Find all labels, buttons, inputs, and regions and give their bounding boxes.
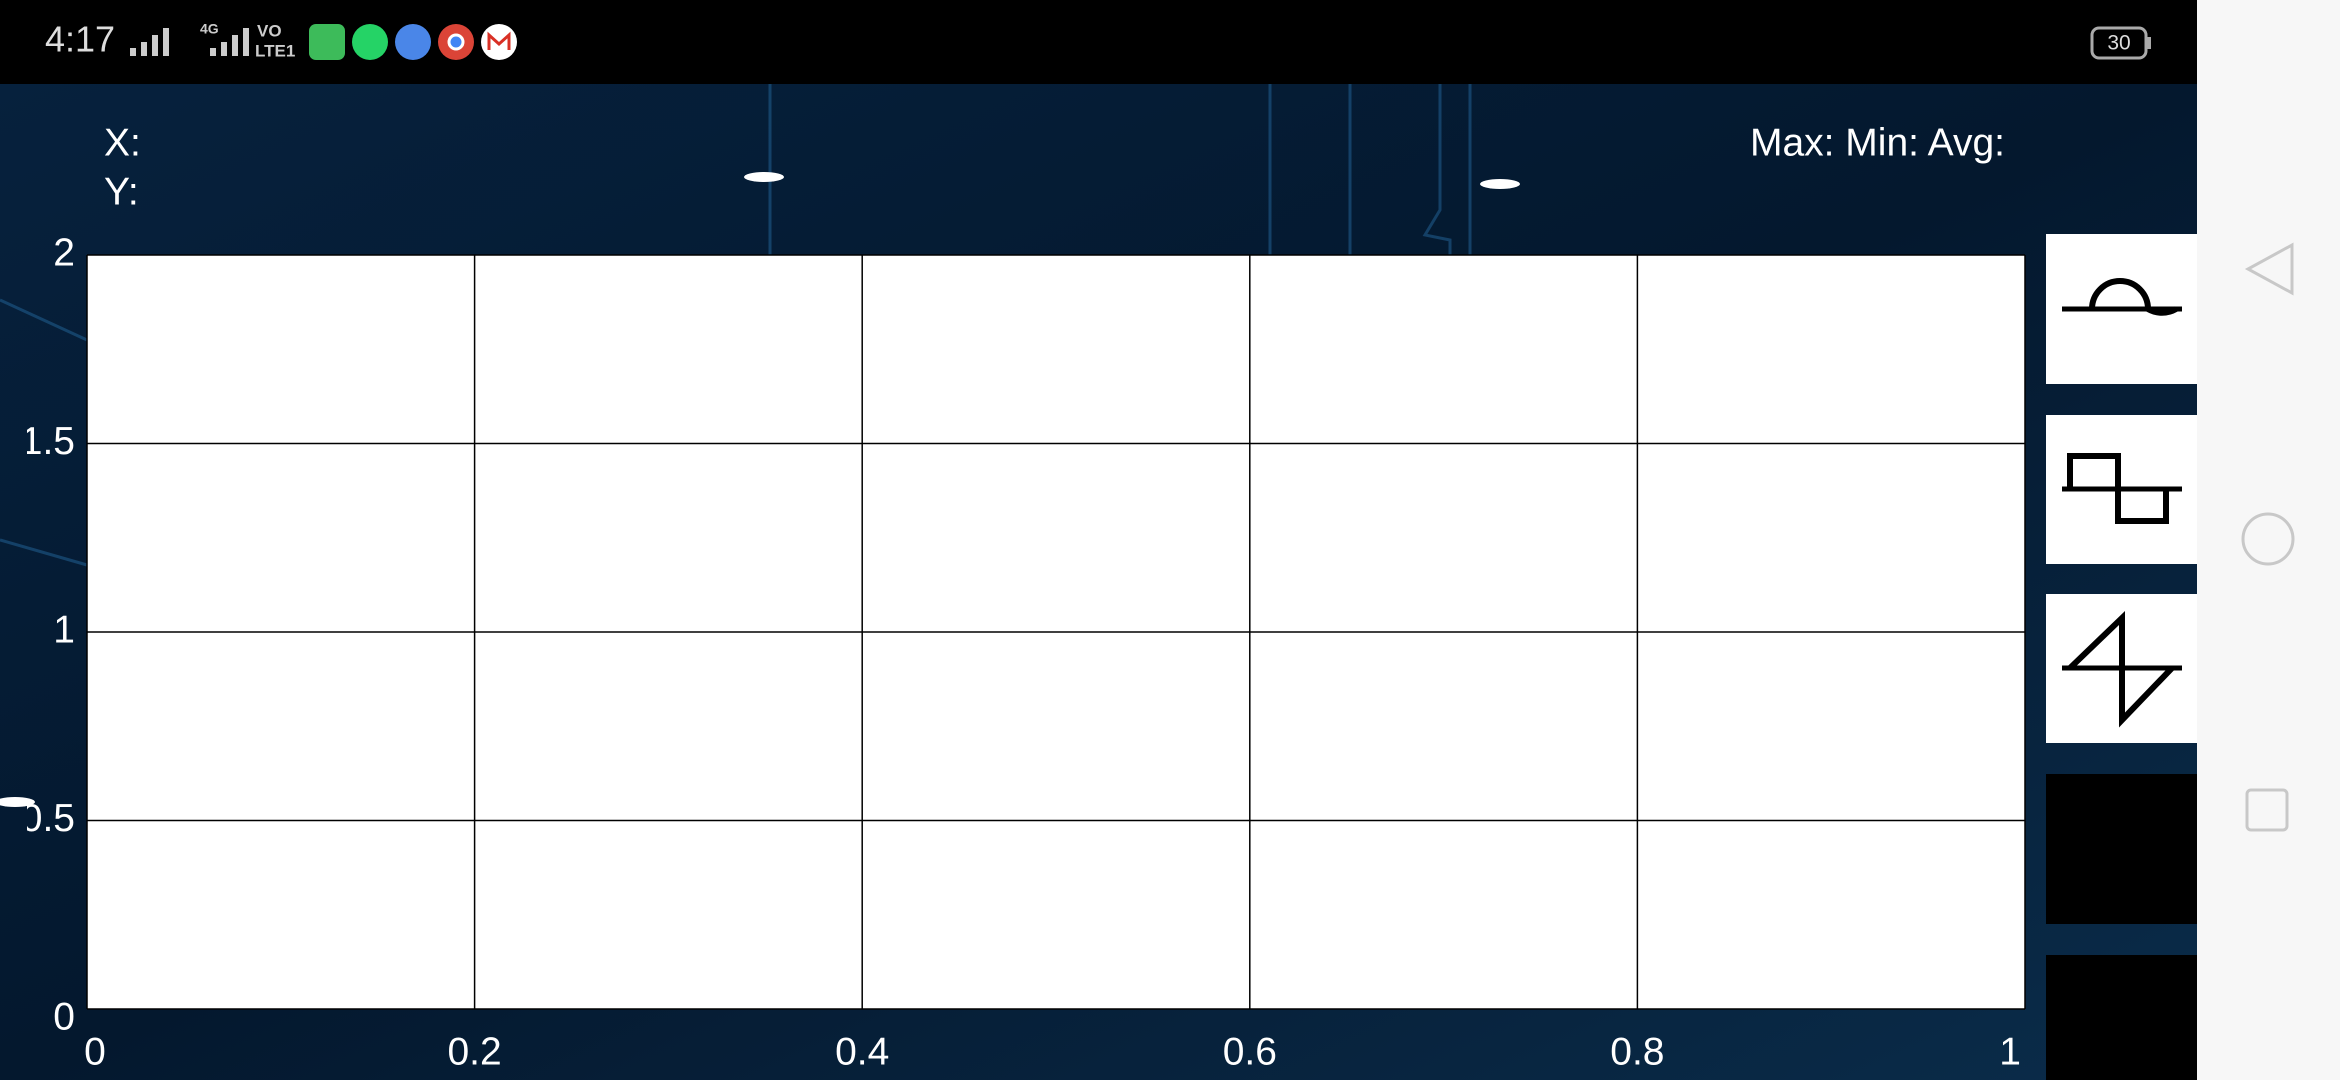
x-tick-label: 0.4 xyxy=(835,1030,889,1073)
y-tick-label: 1 xyxy=(53,608,75,651)
x-tick-label: 0 xyxy=(84,1030,106,1073)
x-tick-label: 0.8 xyxy=(1610,1030,1664,1073)
square-button[interactable] xyxy=(2046,415,2197,564)
glow-dot xyxy=(0,797,35,807)
y-tick-label: 2 xyxy=(53,231,75,274)
gpay-icon xyxy=(395,24,431,60)
stats-readout: Max: Min: Avg: xyxy=(1750,121,2005,164)
y-readout: Y: xyxy=(104,170,139,213)
y-tick-label: 0 xyxy=(53,995,75,1038)
battery-icon xyxy=(2090,26,2148,60)
volte-top: VO xyxy=(257,21,282,40)
grid xyxy=(86,254,2026,1010)
sine-icon xyxy=(2089,278,2178,316)
volte-bottom: LTE1 xyxy=(255,41,295,60)
glow-dot xyxy=(744,172,784,182)
battery-tip xyxy=(2147,37,2151,49)
y-tick-labels: 0 0.5 1 1.5 2 xyxy=(21,231,75,1038)
home-button[interactable] xyxy=(2241,512,2295,566)
signal-icon xyxy=(130,28,249,56)
x-readout: X: xyxy=(104,121,141,164)
gmail-m xyxy=(487,31,511,50)
sawtooth-button[interactable] xyxy=(2046,594,2197,743)
x-tick-label: 1 xyxy=(1999,1030,2021,1073)
network-type: 4G xyxy=(200,21,219,37)
x-tick-label: 0.2 xyxy=(447,1030,501,1073)
circuit-decor xyxy=(0,84,1472,567)
sine-button[interactable] xyxy=(2046,234,2197,384)
y-tick-label: 0.5 xyxy=(21,797,75,840)
clock: 4:17 xyxy=(45,19,115,60)
square-icon xyxy=(2067,453,2169,524)
whatsapp-icon xyxy=(352,24,388,60)
recents-button[interactable] xyxy=(2245,788,2289,832)
x-tick-label: 0.6 xyxy=(1223,1030,1277,1073)
empty-button[interactable] xyxy=(2046,774,2197,924)
battery-level: 30 xyxy=(2107,32,2130,55)
x-tick-labels: 0 0.2 0.4 0.6 0.8 1 xyxy=(84,1030,2021,1073)
app-notification-icon xyxy=(309,24,345,60)
glow-dot xyxy=(1480,179,1520,189)
empty-button[interactable] xyxy=(2046,955,2197,1080)
y-tick-label: 1.5 xyxy=(21,420,75,463)
sawtooth-icon xyxy=(2067,610,2175,728)
back-button[interactable] xyxy=(2244,242,2294,296)
navigation-bar xyxy=(2197,0,2340,1080)
chrome-center xyxy=(447,33,465,51)
